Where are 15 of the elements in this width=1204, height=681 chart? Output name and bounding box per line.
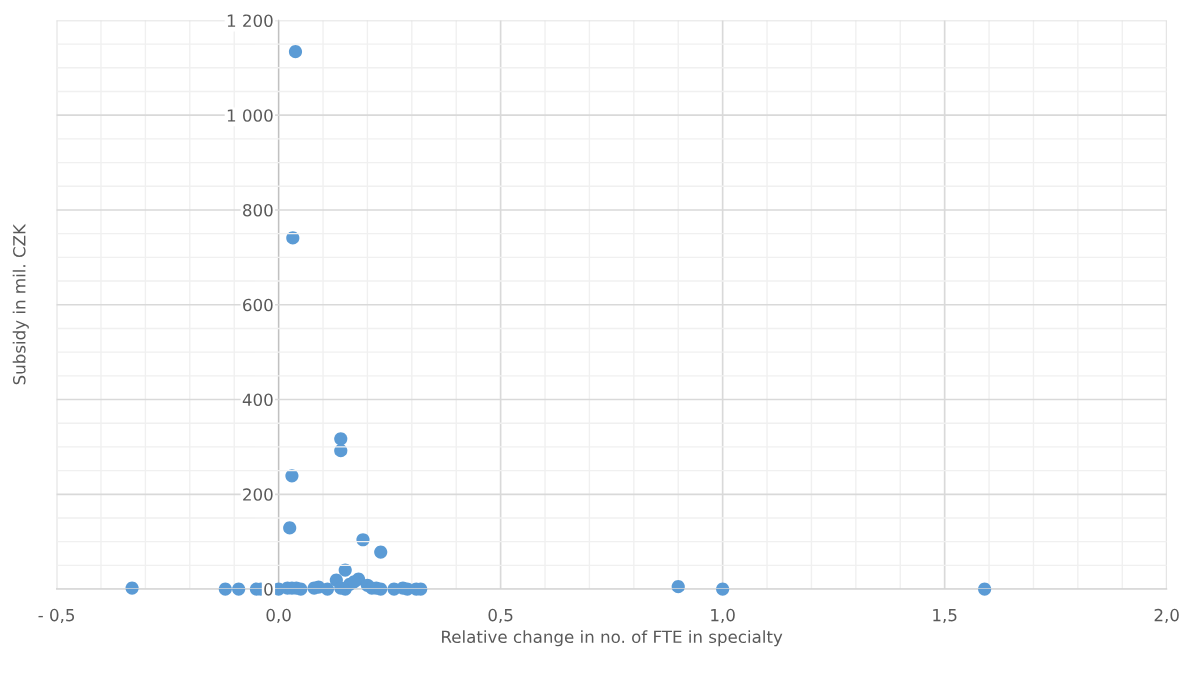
- y-tick-label: 0: [264, 583, 273, 596]
- y-tick-label: 400: [242, 393, 273, 407]
- x-tick-label: 0,0: [266, 608, 291, 624]
- x-tick-label: 0,5: [488, 608, 513, 624]
- x-tick-label: - 0,5: [38, 608, 75, 624]
- y-axis-title: Subsidy in mil. CZK: [12, 223, 29, 385]
- y-tick-label: 800: [243, 203, 273, 217]
- y-tick-label: 200: [243, 488, 273, 501]
- x-tick-label: 1,0: [711, 608, 735, 624]
- y-tick-label: 1 200: [227, 14, 273, 27]
- y-tick-label: 1 000: [227, 109, 273, 122]
- x-axis-title: Relative change in no. of FTE in specialty: [442, 630, 783, 647]
- x-tick-label: 2,0: [1154, 608, 1179, 624]
- y-tick-label: 600: [243, 298, 273, 312]
- x-tick-label: 1,5: [933, 609, 957, 624]
